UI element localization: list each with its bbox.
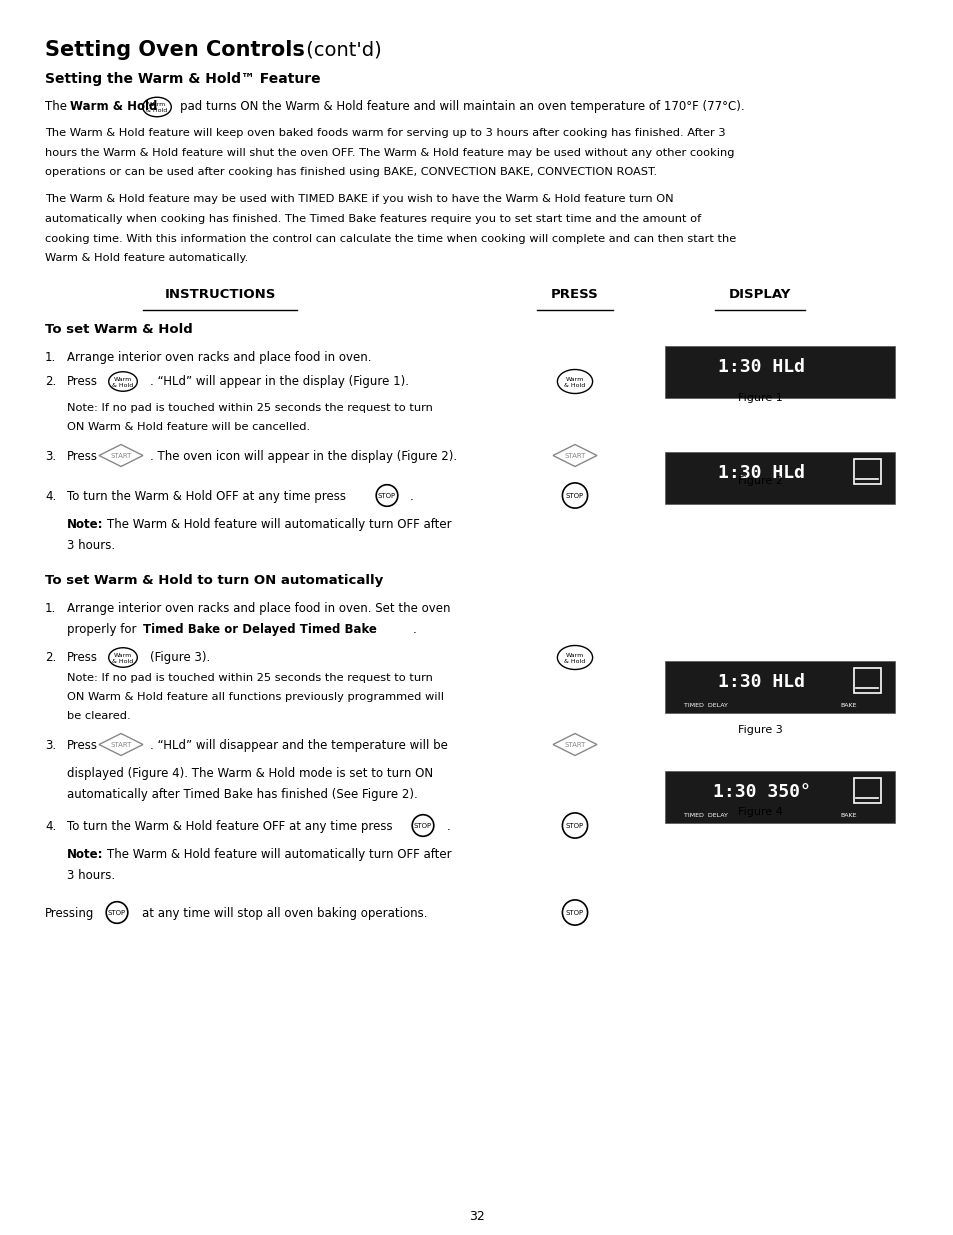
Text: & Hold: & Hold <box>564 659 585 664</box>
Text: Note:: Note: <box>67 517 103 531</box>
Text: Warm: Warm <box>148 103 166 107</box>
Text: Timed Bake or Delayed Timed Bake: Timed Bake or Delayed Timed Bake <box>143 622 376 636</box>
Text: 4.: 4. <box>45 489 56 503</box>
FancyBboxPatch shape <box>664 346 894 398</box>
Text: To turn the Warm & Hold feature OFF at any time press: To turn the Warm & Hold feature OFF at a… <box>67 820 393 832</box>
Text: 3.: 3. <box>45 450 56 462</box>
Text: 1:30 HLd: 1:30 HLd <box>718 464 804 483</box>
Text: ON Warm & Hold feature all functions previously programmed will: ON Warm & Hold feature all functions pre… <box>67 692 443 701</box>
Text: STOP: STOP <box>565 909 583 915</box>
Text: TIMED  DELAY: TIMED DELAY <box>683 703 727 708</box>
Text: Setting Oven Controls: Setting Oven Controls <box>45 40 305 61</box>
Text: STOP: STOP <box>414 823 432 829</box>
Text: Press: Press <box>67 739 98 752</box>
Text: & Hold: & Hold <box>564 383 585 388</box>
Text: TIMED  DELAY: TIMED DELAY <box>683 813 727 819</box>
Text: The Warm & Hold feature will automatically turn OFF after: The Warm & Hold feature will automatical… <box>107 517 451 531</box>
Text: Figure 4: Figure 4 <box>737 806 781 816</box>
Text: automatically when cooking has finished. The Timed Bake features require you to : automatically when cooking has finished.… <box>45 214 700 224</box>
Text: 1.: 1. <box>45 351 56 363</box>
Text: 1:30 HLd: 1:30 HLd <box>718 673 804 692</box>
Text: STOP: STOP <box>108 909 126 915</box>
Text: 1.: 1. <box>45 601 56 615</box>
Text: START: START <box>564 452 585 458</box>
Text: DISPLAY: DISPLAY <box>728 288 790 300</box>
FancyBboxPatch shape <box>664 661 894 713</box>
Text: Warm: Warm <box>565 377 583 382</box>
Text: To set Warm & Hold to turn ON automatically: To set Warm & Hold to turn ON automatica… <box>45 573 383 587</box>
Text: Warm & Hold: Warm & Hold <box>70 100 157 112</box>
Text: (cont'd): (cont'd) <box>299 40 381 59</box>
Text: Figure 3: Figure 3 <box>737 725 781 735</box>
Text: 3 hours.: 3 hours. <box>67 868 115 882</box>
Text: 2.: 2. <box>45 651 56 663</box>
Text: 3.: 3. <box>45 739 56 752</box>
Text: .: . <box>413 622 416 636</box>
Text: .: . <box>447 820 450 832</box>
Text: Press: Press <box>67 651 98 663</box>
Text: & Hold: & Hold <box>146 109 168 114</box>
Text: Setting the Warm & Hold™ Feature: Setting the Warm & Hold™ Feature <box>45 72 320 86</box>
Text: Note:: Note: <box>67 847 103 861</box>
Text: START: START <box>111 452 132 458</box>
Text: Press: Press <box>67 374 98 388</box>
Text: 4.: 4. <box>45 820 56 832</box>
Text: & Hold: & Hold <box>112 383 133 388</box>
Text: 2.: 2. <box>45 374 56 388</box>
Text: BAKE: BAKE <box>840 703 857 708</box>
Text: 3 hours.: 3 hours. <box>67 538 115 552</box>
Text: The Warm & Hold feature will keep oven baked foods warm for serving up to 3 hour: The Warm & Hold feature will keep oven b… <box>45 128 725 138</box>
Text: displayed (Figure 4). The Warm & Hold mode is set to turn ON: displayed (Figure 4). The Warm & Hold mo… <box>67 767 433 779</box>
Text: START: START <box>111 741 132 747</box>
Text: Warm: Warm <box>113 652 132 657</box>
Text: . The oven icon will appear in the display (Figure 2).: . The oven icon will appear in the displ… <box>150 450 456 462</box>
Text: BAKE: BAKE <box>840 813 857 819</box>
Text: STOP: STOP <box>565 493 583 499</box>
Text: STOP: STOP <box>377 493 395 499</box>
Text: cooking time. With this information the control can calculate the time when cook: cooking time. With this information the … <box>45 233 736 243</box>
Text: The Warm & Hold feature will automatically turn OFF after: The Warm & Hold feature will automatical… <box>107 847 451 861</box>
Text: . “HLd” will appear in the display (Figure 1).: . “HLd” will appear in the display (Figu… <box>150 374 409 388</box>
Text: To set Warm & Hold: To set Warm & Hold <box>45 322 193 336</box>
Text: Arrange interior oven racks and place food in oven.: Arrange interior oven racks and place fo… <box>67 351 371 363</box>
Text: 1:30 350°: 1:30 350° <box>712 783 810 802</box>
Text: The Warm & Hold feature may be used with TIMED BAKE if you wish to have the Warm: The Warm & Hold feature may be used with… <box>45 194 673 205</box>
Text: The: The <box>45 100 71 112</box>
Text: properly for: properly for <box>67 622 140 636</box>
Text: be cleared.: be cleared. <box>67 710 131 720</box>
Text: Warm & Hold feature automatically.: Warm & Hold feature automatically. <box>45 253 248 263</box>
Text: PRESS: PRESS <box>551 288 598 300</box>
Text: (Figure 3).: (Figure 3). <box>150 651 210 663</box>
Text: Note: If no pad is touched within 25 seconds the request to turn: Note: If no pad is touched within 25 sec… <box>67 673 433 683</box>
Text: START: START <box>564 741 585 747</box>
Text: Press: Press <box>67 450 98 462</box>
Text: automatically after Timed Bake has finished (See Figure 2).: automatically after Timed Bake has finis… <box>67 788 417 800</box>
Text: Note: If no pad is touched within 25 seconds the request to turn: Note: If no pad is touched within 25 sec… <box>67 403 433 412</box>
Text: at any time will stop all oven baking operations.: at any time will stop all oven baking op… <box>142 906 427 920</box>
Text: To turn the Warm & Hold OFF at any time press: To turn the Warm & Hold OFF at any time … <box>67 489 346 503</box>
Text: INSTRUCTIONS: INSTRUCTIONS <box>164 288 275 300</box>
Text: 1:30 HLd: 1:30 HLd <box>718 358 804 377</box>
Text: Warm: Warm <box>113 377 132 382</box>
Text: Figure 1: Figure 1 <box>737 393 781 403</box>
FancyBboxPatch shape <box>664 452 894 504</box>
Text: Pressing: Pressing <box>45 906 94 920</box>
Text: operations or can be used after cooking has finished using BAKE, CONVECTION BAKE: operations or can be used after cooking … <box>45 167 657 177</box>
Text: 32: 32 <box>469 1210 484 1224</box>
Text: Figure 2: Figure 2 <box>737 475 781 485</box>
Text: pad turns ON the Warm & Hold feature and will maintain an oven temperature of 17: pad turns ON the Warm & Hold feature and… <box>180 100 744 112</box>
Text: . “HLd” will disappear and the temperature will be: . “HLd” will disappear and the temperatu… <box>150 739 447 752</box>
Text: hours the Warm & Hold feature will shut the oven OFF. The Warm & Hold feature ma: hours the Warm & Hold feature will shut … <box>45 147 734 158</box>
FancyBboxPatch shape <box>664 771 894 823</box>
Text: Warm: Warm <box>565 652 583 657</box>
Text: & Hold: & Hold <box>112 659 133 664</box>
Text: Arrange interior oven racks and place food in oven. Set the oven: Arrange interior oven racks and place fo… <box>67 601 450 615</box>
Text: STOP: STOP <box>565 823 583 829</box>
Text: ON Warm & Hold feature will be cancelled.: ON Warm & Hold feature will be cancelled… <box>67 421 310 431</box>
Text: .: . <box>410 489 414 503</box>
